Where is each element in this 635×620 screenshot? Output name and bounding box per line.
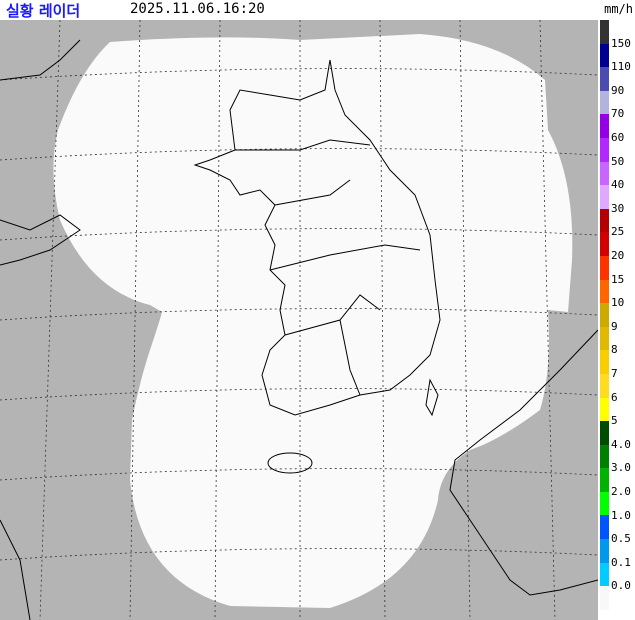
- scale-color-block: [600, 114, 609, 138]
- timestamp: 2025.11.06.16:20: [130, 1, 265, 17]
- scale-color-block: [600, 421, 609, 445]
- scale-label: 30: [611, 201, 625, 215]
- scale-label: 0.1: [611, 555, 631, 569]
- scale-label: 7: [611, 367, 618, 380]
- scale-color-block: [600, 491, 609, 516]
- scale-color-block: [600, 20, 609, 44]
- scale-color-block: [600, 137, 609, 162]
- scale-label: 60: [611, 131, 625, 144]
- scale-color-block: [600, 303, 609, 327]
- scale-label: 1.0: [611, 508, 631, 522]
- scale-label: 50: [611, 154, 625, 168]
- scale-label: 0.0: [611, 579, 631, 593]
- color-scale: [600, 20, 609, 610]
- tsushima: [425, 378, 439, 417]
- scale-label: 15: [611, 272, 625, 286]
- japan-coast: [449, 329, 598, 596]
- scale-label: 9: [611, 319, 618, 333]
- radar-map[interactable]: [0, 20, 598, 620]
- legend-unit: mm/h: [604, 2, 633, 16]
- scale-color-block: [600, 539, 609, 563]
- scale-color-block: [600, 515, 609, 540]
- scale-label: 10: [611, 296, 625, 310]
- scale-label: 4.0: [611, 437, 631, 451]
- scale-color-block: [600, 232, 609, 256]
- scale-label: 20: [611, 249, 625, 262]
- scale-color-block: [600, 350, 609, 374]
- scale-color-block: [600, 185, 609, 209]
- scale-label: 150: [611, 36, 631, 50]
- scale-color-block: [600, 468, 609, 492]
- scale-color-block: [600, 161, 609, 186]
- scale-label: 5: [611, 414, 618, 428]
- scale-label: 8: [611, 343, 618, 357]
- scale-color-block: [600, 326, 609, 351]
- boundary-lines: [235, 139, 421, 396]
- scale-label: 2.0: [611, 485, 631, 498]
- scale-color-block: [600, 373, 609, 398]
- scale-label: 25: [611, 225, 625, 239]
- scale-color-block: [600, 562, 609, 587]
- jeju-island: [267, 452, 313, 474]
- scale-color-block: [600, 279, 609, 304]
- scale-color-block: [600, 586, 609, 610]
- scale-color-block: [600, 255, 609, 280]
- scale-color-block: [600, 90, 609, 115]
- scale-color-block: [600, 43, 609, 68]
- coastlines: [0, 39, 598, 620]
- rain-rate-legend: mm/h 150 110 90 70 60 50 40 30 25 20 15 10 9 8 7 6 5 4.0 3…: [598, 0, 635, 620]
- scale-label: 110: [611, 60, 631, 74]
- scale-label: 70: [611, 107, 625, 121]
- scale-label: 40: [611, 178, 625, 192]
- radar-coverage-area: [53, 34, 573, 608]
- scale-color-block: [600, 208, 609, 233]
- scale-color-block: [600, 397, 609, 422]
- scale-color-block: [600, 444, 609, 469]
- scale-label: 0.5: [611, 532, 631, 546]
- scale-label: 90: [611, 83, 625, 97]
- korean-peninsula: [193, 59, 441, 416]
- scale-label: 3.0: [611, 461, 631, 475]
- page-title: 실황 레이더: [6, 2, 81, 20]
- grid-lines: [0, 20, 598, 620]
- scale-label: 6: [611, 390, 618, 404]
- china-coast: [0, 39, 81, 620]
- header: 실황 레이더 2025.11.06.16:20: [0, 0, 600, 20]
- scale-color-block: [600, 67, 609, 91]
